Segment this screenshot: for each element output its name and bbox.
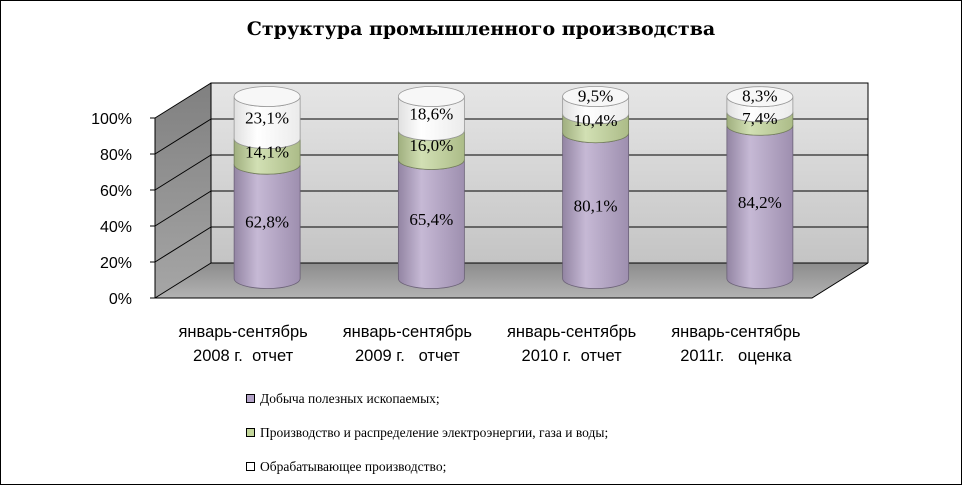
data-label: 16,0% (409, 136, 453, 155)
legend-swatch (246, 394, 255, 403)
chart-title: Структура промышленного производства (246, 18, 716, 40)
y-tick-label: 60% (100, 183, 132, 200)
category-label: 2011г. оценка (680, 347, 792, 365)
gridline-side (154, 226, 212, 263)
category-label: январь-сентябрь (343, 323, 472, 341)
gridline-side (154, 154, 212, 191)
legend-swatch (246, 428, 255, 437)
category-label: 2009 г. отчет (355, 347, 460, 365)
legend-label: Производство и распределение электроэнер… (260, 425, 609, 440)
legend-label: Обрабатывающее производство; (260, 459, 447, 474)
category-axis (155, 262, 869, 299)
bar-top-cap (397, 86, 465, 107)
data-label: 65,4% (409, 210, 453, 229)
y-tick-label: 0% (109, 291, 132, 308)
category-label: январь-сентябрь (178, 323, 307, 341)
data-label: 18,6% (409, 104, 453, 123)
data-label: 7,4% (742, 109, 777, 128)
floor (155, 263, 868, 298)
legend-label: Добыча полезных ископаемых; (260, 391, 440, 406)
legend-swatch (246, 462, 255, 471)
bar-top-cap (726, 86, 794, 108)
data-label: 9,5% (578, 87, 613, 106)
data-label: 80,1% (574, 197, 618, 216)
bar-top-cap (233, 86, 301, 107)
category-label: январь-сентябрь (507, 323, 636, 341)
category-label: 2010 г. отчет (522, 347, 623, 365)
bar-top-cap (562, 86, 630, 107)
data-label: 23,1% (245, 109, 289, 128)
category-label: 2008 г. отчет (193, 347, 294, 365)
y-tick-label: 40% (100, 219, 132, 236)
category-label: январь-сентябрь (671, 323, 800, 341)
data-label: 84,2% (738, 193, 782, 212)
gridline-side (154, 190, 212, 227)
gridline-side (154, 82, 212, 119)
gridline-side (154, 118, 212, 155)
data-label: 62,8% (245, 212, 289, 231)
wall-outline (210, 82, 869, 263)
data-label: 10,4% (574, 111, 618, 130)
data-label: 8,3% (742, 87, 777, 106)
gridline-side (154, 262, 212, 299)
y-tick-label: 80% (100, 147, 132, 164)
y-tick-label: 100% (91, 111, 132, 128)
data-label: 14,1% (245, 142, 289, 161)
side-wall (155, 83, 211, 298)
y-tick-label: 20% (100, 255, 132, 272)
